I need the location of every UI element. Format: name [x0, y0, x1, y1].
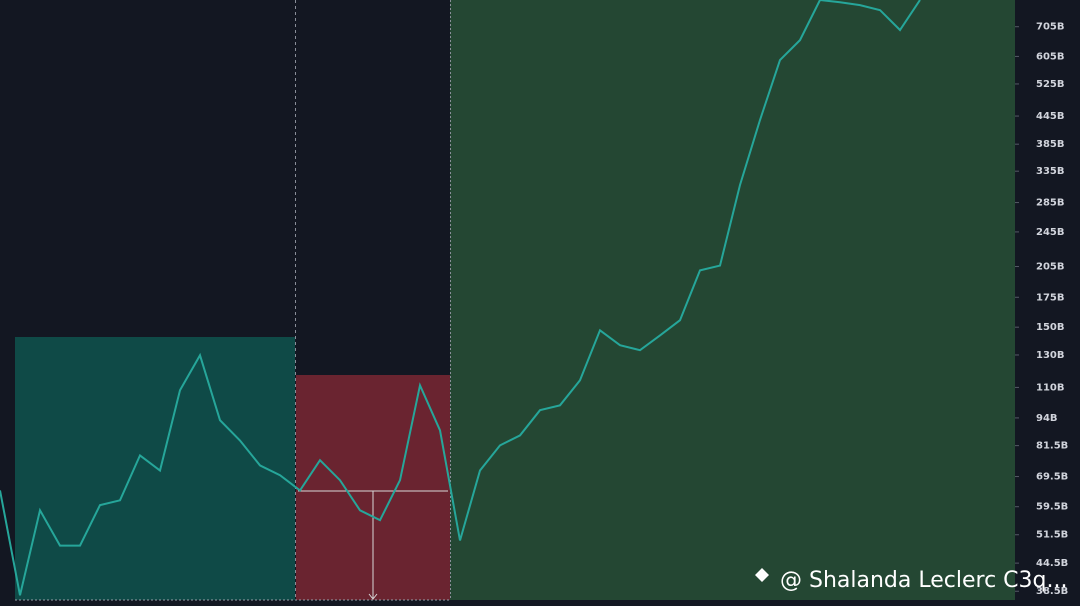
y-tick-label: 385B — [1036, 139, 1065, 150]
y-tick-label: 81.5B — [1036, 441, 1068, 452]
y-tick-label: 44.5B — [1036, 558, 1068, 569]
y-tick-label: 705B — [1036, 22, 1065, 33]
y-tick-label: 38.5B — [1036, 586, 1068, 597]
y-tick-label: 335B — [1036, 166, 1065, 177]
y-tick-label: 150B — [1036, 322, 1065, 333]
watermark-text: @ Shalanda Leclerc C3q... — [780, 568, 1067, 593]
y-tick-label: 175B — [1036, 292, 1065, 303]
y-tick-label: 69.5B — [1036, 472, 1068, 483]
y-tick-label: 605B — [1036, 51, 1065, 62]
watermark: @ Shalanda Leclerc C3q... — [755, 568, 1067, 593]
y-tick-label: 94B — [1036, 413, 1058, 424]
growth-zone — [450, 0, 1015, 600]
y-tick-label: 51.5B — [1036, 530, 1068, 541]
y-tick-label: 110B — [1036, 382, 1065, 393]
plot — [0, 0, 921, 596]
accumulation-zone — [15, 337, 295, 600]
y-tick-label: 445B — [1036, 111, 1065, 122]
y-tick-label: 285B — [1036, 198, 1065, 209]
price-line — [0, 0, 921, 596]
price-axis — [1015, 0, 1080, 606]
arrow — [368, 593, 378, 600]
y-tick-label: 59.5B — [1036, 502, 1068, 513]
logo — [755, 568, 769, 582]
y-tick-label: 245B — [1036, 227, 1065, 238]
y-tick-label: 525B — [1036, 79, 1065, 90]
y-tick-label: 205B — [1036, 262, 1065, 273]
y-tick-label: 130B — [1036, 350, 1065, 361]
